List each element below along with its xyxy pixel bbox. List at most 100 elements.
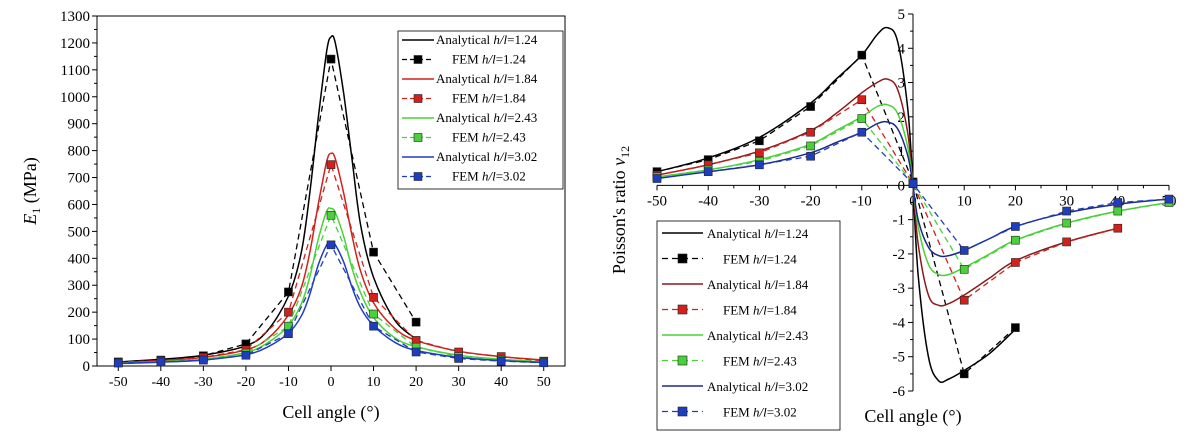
series-line — [118, 243, 544, 364]
data-point — [755, 136, 764, 146]
data-point — [411, 347, 421, 357]
legend-marker — [677, 304, 688, 315]
x-tick-label: 30 — [452, 375, 466, 390]
legend-item: FEM h/l=1.24 — [662, 252, 797, 267]
series-line — [656, 78, 1118, 307]
legend-marker — [677, 253, 688, 264]
legend-label: Analytical h/l=2.43 — [436, 110, 537, 125]
x-tick-label: -20 — [237, 375, 256, 390]
y-tick-label: 900 — [68, 117, 91, 133]
x-tick-label: 30 — [1059, 193, 1074, 209]
legend-label: FEM h/l=3.02 — [452, 169, 526, 184]
x-tick-label: -10 — [279, 375, 298, 390]
data-point — [1062, 206, 1071, 216]
y-tick-label: 1200 — [60, 36, 90, 52]
data-point — [284, 287, 293, 297]
right-y-ticks: -6 -5 -4 -3 -2 -1 0 1 2 3 4 5 — [893, 7, 913, 400]
data-point — [284, 329, 293, 338]
data-point — [1113, 223, 1123, 233]
data-point — [1113, 198, 1123, 207]
data-point — [857, 127, 867, 137]
data-point — [284, 307, 293, 317]
y-tick-label: 0 — [898, 178, 906, 194]
legend-label: Analytical h/l=1.24 — [707, 226, 809, 241]
x-tick-label: -30 — [749, 193, 769, 209]
legend-item: FEM h/l=1.24 — [402, 52, 526, 67]
legend-label: FEM h/l=1.24 — [452, 52, 526, 67]
legend-marker — [413, 133, 423, 142]
data-point — [959, 295, 969, 305]
data-point — [857, 50, 867, 60]
data-point — [959, 246, 969, 255]
legend-item: FEM h/l=1.84 — [402, 91, 526, 106]
legend-item: Analytical h/l=1.24 — [402, 32, 538, 47]
x-tick-label: 10 — [367, 375, 381, 390]
right-chart: -50-40-30-20-1001020304050-6-5-4-3-2-101… — [609, 7, 1177, 431]
y-tick-label: -2 — [893, 247, 906, 263]
legend-label: Analytical h/l=3.02 — [707, 379, 808, 394]
data-point — [755, 148, 764, 158]
data-point — [496, 356, 506, 366]
legend-item: Analytical h/l=1.84 — [402, 71, 538, 86]
data-point — [703, 167, 713, 176]
x-tick-label: 50 — [537, 375, 551, 390]
legend-marker — [413, 55, 423, 64]
y-tick-label: -4 — [893, 315, 906, 331]
series-line — [118, 241, 544, 365]
legend-label: Analytical h/l=1.24 — [436, 32, 538, 47]
data-point — [1164, 194, 1174, 204]
data-point — [454, 354, 463, 363]
data-point — [369, 247, 378, 257]
y-tick-label: 300 — [68, 278, 91, 294]
data-point — [652, 174, 662, 183]
data-point — [326, 240, 336, 250]
x-tick-label: 40 — [494, 375, 508, 390]
legend-item: Analytical h/l=1.24 — [662, 226, 809, 241]
left-chart: -50 -40 -30 -20 -10 0 10 20 30 40 5001002003004005… — [20, 9, 566, 423]
data-point — [1062, 218, 1071, 228]
legend-label: Analytical h/l=3.02 — [436, 149, 537, 164]
legend-item: FEM h/l=1.84 — [662, 303, 797, 318]
data-point — [857, 95, 867, 104]
y-tick-label: 500 — [68, 224, 91, 240]
right-legend: Analytical h/l=1.24 FEM h/l=1.24 Analytica… — [656, 220, 841, 431]
series-fem — [652, 127, 1174, 255]
right-y-axis-label: Poisson's ratio ν12 — [609, 146, 632, 274]
x-tick-label: 0 — [328, 375, 335, 390]
legend-label: FEM h/l=3.02 — [723, 405, 797, 420]
legend-marker — [677, 406, 688, 417]
y-tick-label: -1 — [893, 213, 906, 229]
y-tick-label: 1 — [898, 144, 906, 160]
x-tick-label: -40 — [151, 375, 170, 390]
legend-item: FEM h/l=2.43 — [662, 354, 797, 369]
legend-marker — [413, 172, 423, 181]
y-tick-label: 2 — [898, 110, 906, 126]
x-tick-label: -30 — [194, 375, 213, 390]
left-y-axis-label: E1 (MPa) — [20, 157, 43, 226]
data-point — [369, 309, 378, 319]
data-point — [369, 293, 378, 302]
legend-frame — [397, 30, 564, 190]
y-tick-label: 1000 — [60, 90, 90, 106]
data-point — [326, 54, 336, 64]
series-line — [118, 207, 544, 365]
legend-label: FEM h/l=2.43 — [452, 130, 526, 145]
left-x-axis-label: Cell angle (°) — [282, 402, 379, 423]
data-point — [1113, 206, 1123, 216]
data-point — [199, 355, 208, 365]
legend-label: FEM h/l=2.43 — [723, 354, 797, 369]
legend-frame — [656, 220, 841, 431]
y-tick-label: 400 — [68, 251, 91, 267]
legend-item: Analytical h/l=2.43 — [402, 110, 537, 125]
x-tick-label: -20 — [801, 193, 821, 209]
legend-item: FEM h/l=3.02 — [402, 169, 526, 184]
legend-label: Analytical h/l=1.84 — [436, 71, 538, 86]
data-point — [326, 210, 336, 220]
data-point — [1011, 222, 1020, 231]
y-tick-label: 5 — [898, 7, 906, 23]
legend-label: FEM h/l=1.84 — [723, 303, 797, 318]
data-point — [755, 160, 764, 170]
legend-label: Analytical h/l=1.84 — [707, 277, 809, 292]
